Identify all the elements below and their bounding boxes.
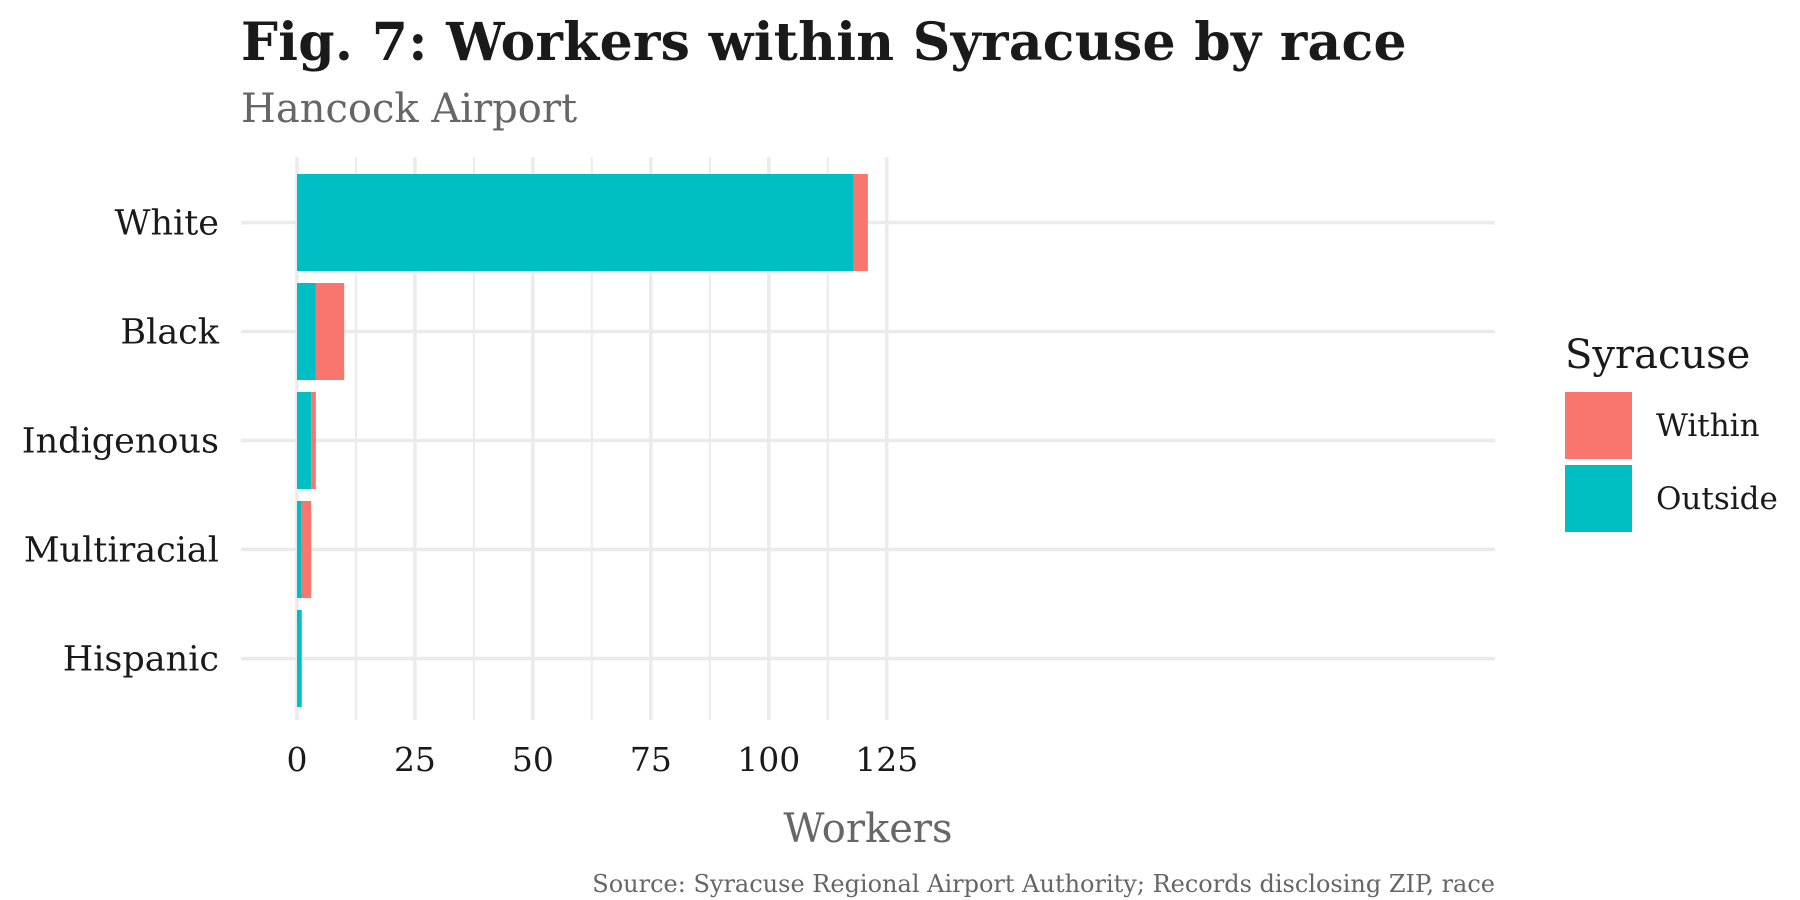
legend-label-within: Within [1656,407,1760,444]
legend-item-outside: Outside [1565,465,1778,532]
bar-white-within [853,174,868,271]
bar-white-outside [297,174,854,271]
x-tick-label: 75 [630,740,672,779]
chart-subtitle: Hancock Airport [241,86,578,132]
bar-multiracial-within [301,501,312,598]
y-tick-label-multiracial: Multiracial [24,531,219,571]
y-tick-label-indigenous: Indigenous [22,422,219,462]
legend-swatch-outside [1565,465,1632,532]
bar-black-within [315,283,345,380]
bar-indigenous-within [311,392,316,489]
x-tick-label: 25 [394,740,436,779]
legend-label-outside: Outside [1656,480,1778,517]
legend-title: Syracuse [1565,332,1751,378]
legend: Syracuse Within Outside [1565,332,1778,538]
x-tick-label: 0 [287,740,308,779]
y-tick-label-hispanic: Hispanic [63,640,219,680]
x-axis-ticks: 0 25 50 75 100 125 [287,740,919,779]
bar-multiracial-outside [297,501,302,598]
x-axis-title: Workers [783,806,952,852]
legend-item-within: Within [1565,392,1778,459]
bar-indigenous-outside [297,392,312,489]
x-tick-label: 125 [855,740,918,779]
bar-black-outside [297,283,316,380]
x-tick-label: 100 [737,740,800,779]
y-tick-label-black: Black [120,313,219,353]
bar-hispanic-outside [297,610,302,707]
y-tick-label-white: White [115,204,220,244]
y-axis-ticks: White Black Indigenous Multiracial Hispanic [22,204,220,680]
legend-swatch-within [1565,392,1632,459]
bars [297,174,868,707]
x-tick-label: 50 [512,740,554,779]
chart-title: Fig. 7: Workers within Syracuse by race [241,12,1407,73]
chart-caption: Source: Syracuse Regional Airport Author… [592,870,1495,898]
